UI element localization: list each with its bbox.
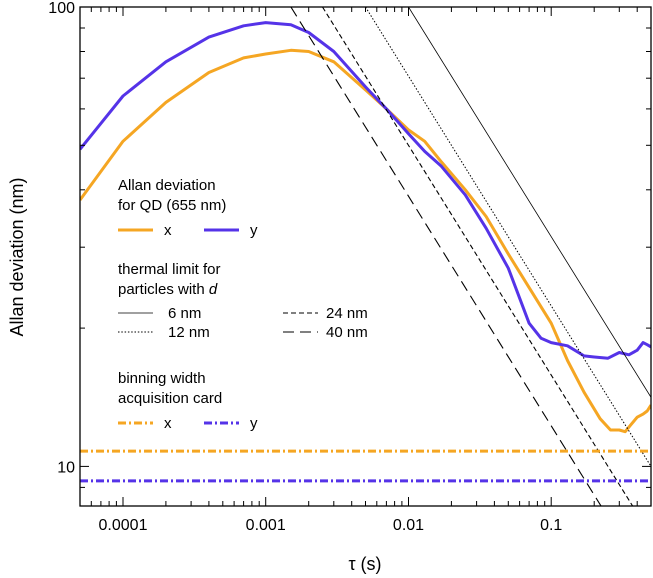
series-line-qd-y [80, 21, 651, 360]
legend-binning-x-label: x [164, 415, 172, 432]
legend-qd-x-label: x [164, 222, 172, 239]
x-tick-label: 0.01 [393, 517, 424, 534]
x-tick-label: 0.1 [540, 517, 562, 534]
x-axis-label: τ (s) [348, 554, 381, 574]
legend-thermal-40-label: 40 nm [326, 324, 368, 341]
y-axis-label: Allan deviation (nm) [7, 177, 27, 336]
legend-binning-title-line2: acquisition card [118, 390, 222, 407]
series-layer [80, 7, 651, 506]
legend-binning-title-line1: binning width [118, 370, 206, 387]
legend-thermal-6-label: 6 nm [168, 305, 201, 322]
legend-qd-title-line2: for QD (655 nm) [118, 197, 226, 214]
legend-thermal-title-line2: particles with d [118, 281, 218, 298]
legend-thermal-title-var: d [209, 281, 218, 298]
series-line-thermal-6 [408, 7, 651, 398]
legend-thermal-title-line1: thermal limit for [118, 261, 221, 278]
series-line-qd-x [80, 48, 651, 434]
legend-thermal-title-text: particles with [118, 281, 209, 298]
series-line-thermal-24 [322, 7, 634, 506]
series-line-thermal-40 [290, 7, 602, 506]
ticks-layer: 0.0001 0.001 0.01 0.1 10 100 [48, 0, 652, 534]
legend-thermal-12-label: 12 nm [168, 324, 210, 341]
legend: Allan deviation for QD (655 nm) x y ther… [118, 177, 368, 432]
x-tick-label: 0.0001 [99, 517, 148, 534]
series-line-thermal-12 [365, 7, 651, 467]
legend-qd-y-label: y [250, 222, 258, 239]
legend-binning-y-label: y [250, 415, 258, 432]
y-tick-label: 100 [48, 0, 75, 17]
legend-qd-title-line1: Allan deviation [118, 177, 216, 194]
plot-frame [79, 6, 652, 507]
legend-thermal-24-label: 24 nm [326, 305, 368, 322]
x-tick-label: 0.001 [246, 517, 286, 534]
y-tick-label: 10 [57, 459, 75, 476]
